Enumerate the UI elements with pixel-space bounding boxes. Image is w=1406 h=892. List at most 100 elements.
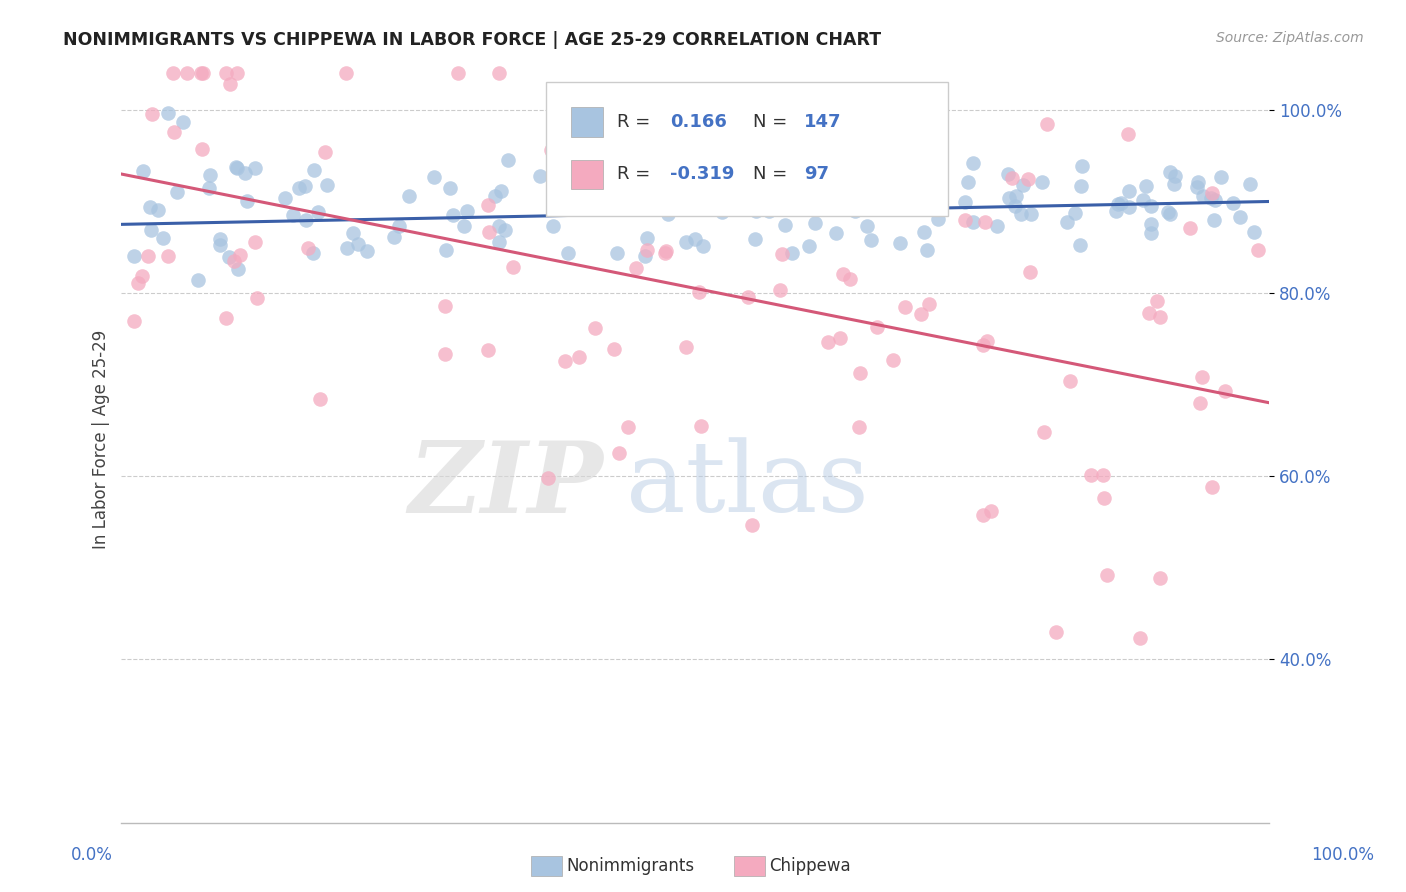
Point <box>910 199 932 213</box>
Point <box>1004 199 1026 213</box>
Point <box>398 188 420 202</box>
Point <box>447 66 470 80</box>
Point <box>1159 165 1181 179</box>
Point <box>620 191 643 205</box>
Point <box>388 219 411 234</box>
Point <box>972 508 994 522</box>
Point <box>583 321 606 335</box>
Point <box>488 235 510 249</box>
Point <box>287 180 309 194</box>
FancyBboxPatch shape <box>571 107 603 136</box>
Point <box>477 197 499 211</box>
Point <box>1056 215 1078 229</box>
Point <box>1118 184 1140 198</box>
Point <box>710 205 733 219</box>
Point <box>225 161 247 175</box>
Point <box>828 331 851 345</box>
Point <box>870 177 893 191</box>
Point <box>606 245 628 260</box>
Point <box>1069 237 1091 252</box>
Point <box>215 66 238 80</box>
Point <box>1032 425 1054 439</box>
Point <box>540 143 562 157</box>
Point <box>1018 265 1040 279</box>
Point <box>797 196 820 211</box>
Point <box>434 346 457 360</box>
Point <box>488 219 510 233</box>
Point <box>347 236 370 251</box>
Point <box>229 248 252 262</box>
Point <box>441 208 464 222</box>
Point <box>190 66 212 80</box>
Point <box>1185 179 1208 194</box>
Point <box>246 291 269 305</box>
Point <box>187 273 209 287</box>
Point <box>557 165 579 179</box>
Point <box>226 66 249 80</box>
Point <box>1070 179 1092 194</box>
Point <box>302 162 325 177</box>
Y-axis label: In Labor Force | Age 25-29: In Labor Force | Age 25-29 <box>93 330 110 549</box>
Point <box>131 269 153 284</box>
Point <box>226 161 249 175</box>
Point <box>723 183 745 197</box>
Point <box>744 232 766 246</box>
Point <box>127 276 149 290</box>
Point <box>489 184 512 198</box>
Point <box>872 169 894 184</box>
Point <box>912 225 935 239</box>
Point <box>1149 310 1171 325</box>
Point <box>1063 206 1085 220</box>
Point <box>803 175 825 189</box>
Point <box>157 106 180 120</box>
Point <box>176 66 198 80</box>
Point <box>295 213 318 227</box>
Point <box>433 299 456 313</box>
Point <box>856 219 879 233</box>
Point <box>1129 631 1152 645</box>
Point <box>603 342 626 356</box>
Point <box>218 77 240 91</box>
Point <box>226 262 249 277</box>
Point <box>839 272 862 286</box>
Point <box>1149 570 1171 584</box>
Point <box>758 203 780 218</box>
Point <box>1201 186 1223 200</box>
Point <box>953 194 976 209</box>
Text: R =: R = <box>617 113 657 131</box>
Point <box>703 184 725 198</box>
Point <box>307 205 329 219</box>
Text: 97: 97 <box>804 165 830 183</box>
Point <box>502 260 524 274</box>
Point <box>1211 169 1233 184</box>
Point <box>897 160 920 174</box>
Point <box>1156 205 1178 219</box>
Point <box>848 366 870 380</box>
Point <box>1139 217 1161 231</box>
Point <box>782 245 804 260</box>
Point <box>1164 169 1187 183</box>
Point <box>1178 221 1201 235</box>
Point <box>1163 177 1185 191</box>
Point <box>894 300 917 314</box>
Text: 147: 147 <box>804 113 842 131</box>
Text: R =: R = <box>617 165 657 183</box>
Point <box>768 284 790 298</box>
Text: N =: N = <box>752 113 793 131</box>
Point <box>1070 160 1092 174</box>
Point <box>434 243 457 257</box>
Point <box>336 241 359 255</box>
Point <box>685 232 707 246</box>
Point <box>163 125 186 139</box>
Point <box>835 161 858 175</box>
Point <box>986 219 1008 233</box>
Point <box>477 343 499 358</box>
Point <box>456 204 478 219</box>
Point <box>1059 374 1081 388</box>
Point <box>342 226 364 240</box>
Point <box>838 201 860 215</box>
Point <box>208 238 231 252</box>
Point <box>755 195 778 210</box>
Point <box>918 297 941 311</box>
Point <box>1243 225 1265 239</box>
